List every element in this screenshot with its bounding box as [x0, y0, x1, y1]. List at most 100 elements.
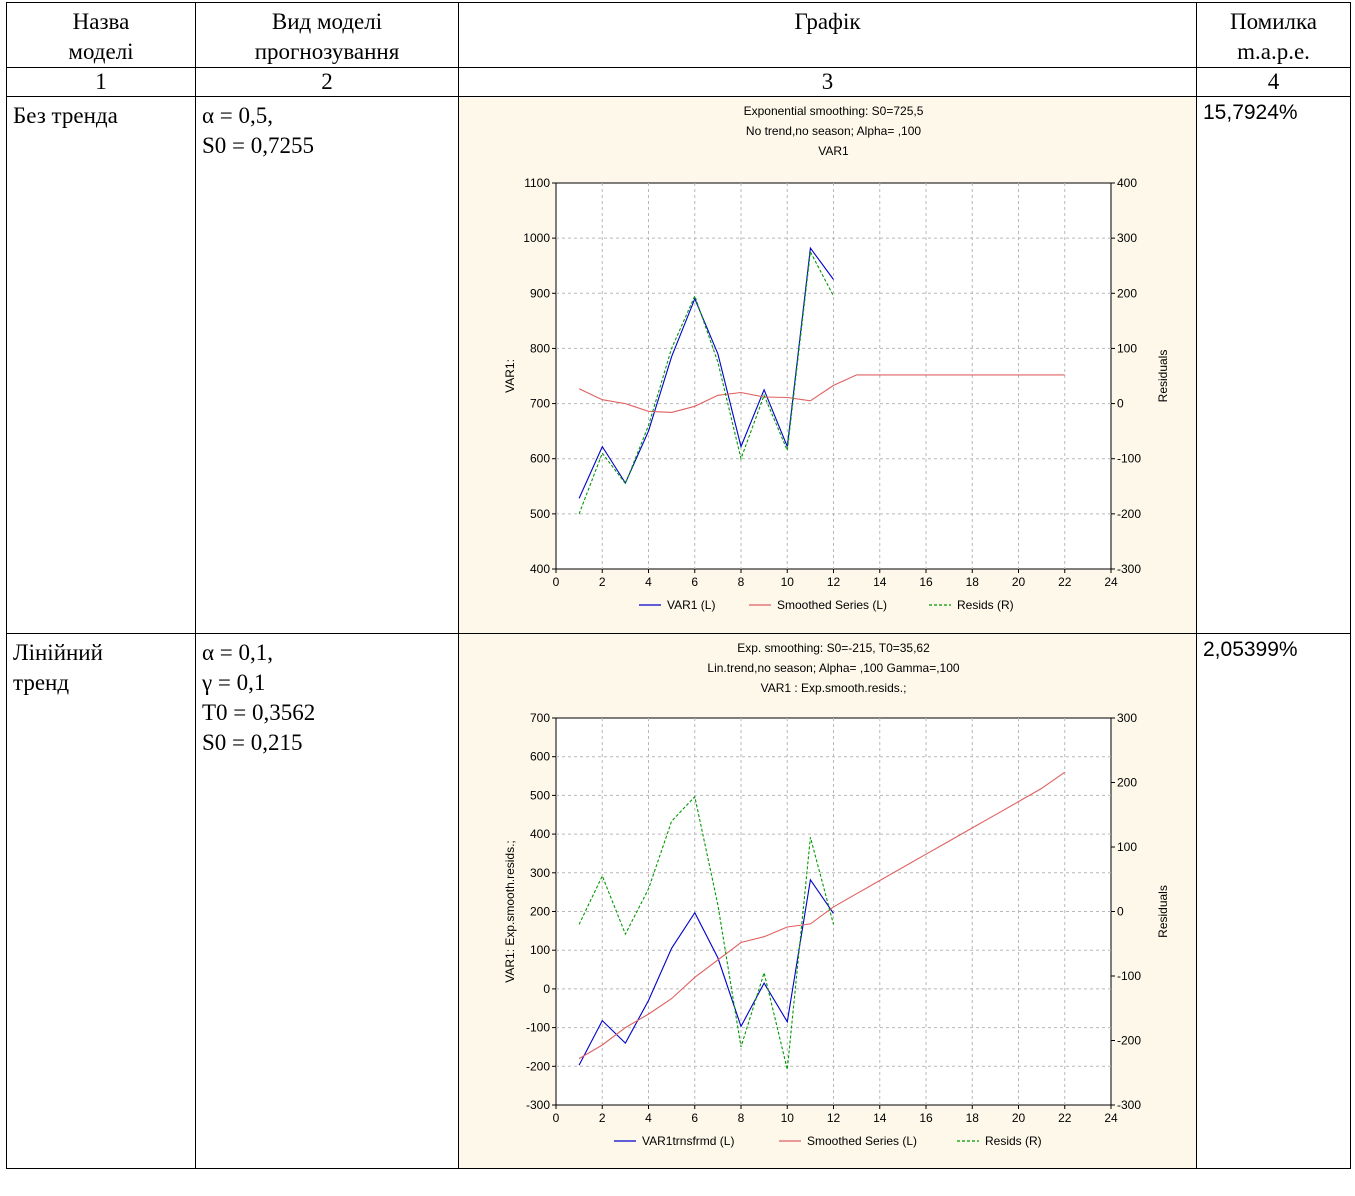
x-tick-label: 12 — [827, 575, 841, 589]
x-tick-label: 0 — [553, 575, 560, 589]
mape-value: 15,7924% — [1203, 101, 1298, 124]
y-tick-label: 900 — [530, 286, 550, 300]
x-tick-label: 16 — [919, 1111, 933, 1125]
x-tick-label: 6 — [691, 575, 698, 589]
header-model-type: Вид моделі прогнозування — [195, 2, 459, 68]
x-tick-label: 2 — [599, 575, 606, 589]
model-params-cell: α = 0,5, S0 = 0,7255 — [195, 96, 459, 634]
y-tick-label: 400 — [530, 827, 550, 841]
column-number: 2 — [195, 67, 459, 97]
y2-tick-label: 0 — [1117, 397, 1124, 411]
header-model-name-text: Назва моделі — [68, 9, 134, 64]
model-params: α = 0,5, S0 = 0,7255 — [202, 103, 315, 158]
x-tick-label: 10 — [781, 575, 795, 589]
y-tick-label: 600 — [530, 750, 550, 764]
legend-label: VAR1trnsfrmd (L) — [642, 1134, 734, 1148]
y2-tick-label: -300 — [1117, 1098, 1141, 1112]
y-tick-label: 1100 — [524, 176, 550, 190]
y-tick-label: 800 — [530, 341, 550, 355]
y-tick-label: 500 — [530, 507, 550, 521]
y2-tick-label: -100 — [1117, 452, 1141, 466]
chart-title: Exponential smoothing: S0=725,5 — [744, 104, 924, 118]
x-tick-label: 0 — [553, 1111, 560, 1125]
model-table: Назва моделі Вид моделі прогнозування Гр… — [6, 2, 1351, 1169]
y-tick-label: 500 — [530, 788, 550, 802]
y-tick-label: 300 — [530, 866, 550, 880]
x-tick-label: 12 — [827, 1111, 841, 1125]
x-tick-label: 22 — [1058, 575, 1072, 589]
y-tick-label: 0 — [543, 982, 550, 996]
x-tick-label: 14 — [873, 1111, 887, 1125]
x-tick-label: 18 — [966, 1111, 980, 1125]
model-params-cell: α = 0,1, γ = 0,1 T0 = 0,3562 S0 = 0,215 — [195, 633, 459, 1169]
column-number-row: 1 2 3 4 — [6, 67, 1351, 97]
legend-label: Resids (R) — [985, 1134, 1042, 1148]
chart-title: VAR1 — [818, 144, 849, 158]
x-tick-label: 2 — [599, 1111, 606, 1125]
y2-tick-label: 0 — [1117, 905, 1124, 919]
header-row: Назва моделі Вид моделі прогнозування Гр… — [6, 2, 1351, 68]
y-tick-label: -200 — [526, 1059, 550, 1073]
y2-tick-label: -300 — [1117, 562, 1141, 576]
legend-label: VAR1 (L) — [667, 598, 715, 612]
y-axis-label: VAR1: — [503, 359, 517, 393]
chart-title: Exp. smoothing: S0=-215, T0=35,62 — [737, 641, 930, 655]
x-tick-label: 4 — [645, 1111, 652, 1125]
y-tick-label: 700 — [530, 711, 550, 725]
y-tick-label: -300 — [526, 1098, 550, 1112]
x-tick-label: 8 — [738, 575, 745, 589]
header-error-text: Помилка m.a.p.e. — [1229, 9, 1318, 64]
x-tick-label: 10 — [781, 1111, 795, 1125]
header-error: Помилка m.a.p.e. — [1196, 2, 1351, 68]
column-number: 3 — [458, 67, 1197, 97]
x-tick-label: 24 — [1104, 575, 1118, 589]
x-tick-label: 8 — [738, 1111, 745, 1125]
y2-tick-label: -200 — [1117, 1034, 1141, 1048]
y2-tick-label: 100 — [1117, 341, 1137, 355]
y-tick-label: 200 — [530, 905, 550, 919]
chart-linear-trend: Exp. smoothing: S0=-215, T0=35,62 Lin.tre… — [503, 641, 1170, 1148]
series-line — [578, 878, 834, 1066]
chart-title: VAR1 : Exp.smooth.resids.; — [761, 681, 907, 695]
mape-cell: 2,05399% — [1196, 633, 1351, 1169]
x-tick-label: 18 — [966, 575, 980, 589]
x-tick-label: 16 — [919, 575, 933, 589]
x-tick-label: 14 — [873, 575, 887, 589]
y-tick-label: 1000 — [523, 231, 550, 245]
mape-cell: 15,7924% — [1196, 96, 1351, 634]
chart-cell: Exponential smoothing: S0=725,5 No trend,… — [458, 96, 1197, 634]
chart-title: No trend,no season; Alpha= ,100 — [746, 124, 921, 138]
y2-tick-label: 200 — [1117, 286, 1137, 300]
y-tick-label: 400 — [530, 562, 550, 576]
table-row: Лінійний тренд α = 0,1, γ = 0,1 T0 = 0,3… — [6, 633, 1351, 1169]
mape-value: 2,05399% — [1203, 638, 1298, 661]
y-tick-label: -100 — [526, 1021, 550, 1035]
column-number: 1 — [6, 67, 196, 97]
header-model-name: Назва моделі — [6, 2, 196, 68]
x-tick-label: 22 — [1058, 1111, 1072, 1125]
model-name: Без тренда — [13, 103, 118, 128]
y2-tick-label: -100 — [1117, 969, 1141, 983]
y2-tick-label: 200 — [1117, 776, 1137, 790]
y2-tick-label: -200 — [1117, 507, 1141, 521]
y2-tick-label: 100 — [1117, 840, 1137, 854]
header-chart: Графік — [458, 2, 1197, 68]
model-params: α = 0,1, γ = 0,1 T0 = 0,3562 S0 = 0,215 — [202, 640, 316, 755]
y-tick-label: 600 — [530, 452, 550, 466]
y-tick-label: 100 — [530, 943, 550, 957]
model-name-cell: Лінійний тренд — [6, 633, 196, 1169]
column-number: 4 — [1196, 67, 1351, 97]
x-tick-label: 4 — [645, 575, 652, 589]
chart-title: Lin.trend,no season; Alpha= ,100 Gamma=,… — [707, 661, 960, 675]
chart-no-trend: Exponential smoothing: S0=725,5 No trend,… — [503, 104, 1170, 612]
y2-tick-label: 300 — [1117, 711, 1137, 725]
y2-axis-label: Residuals — [1156, 350, 1170, 403]
y2-tick-label: 300 — [1117, 231, 1137, 245]
table-row: Без тренда α = 0,5, S0 = 0,7255 Exponent… — [6, 96, 1351, 634]
series-line — [578, 374, 1065, 413]
header-model-type-text: Вид моделі прогнозування — [254, 9, 400, 64]
y2-axis-label: Residuals — [1156, 885, 1170, 938]
x-tick-label: 20 — [1012, 1111, 1026, 1125]
model-name-cell: Без тренда — [6, 96, 196, 634]
legend-label: Smoothed Series (L) — [777, 598, 887, 612]
